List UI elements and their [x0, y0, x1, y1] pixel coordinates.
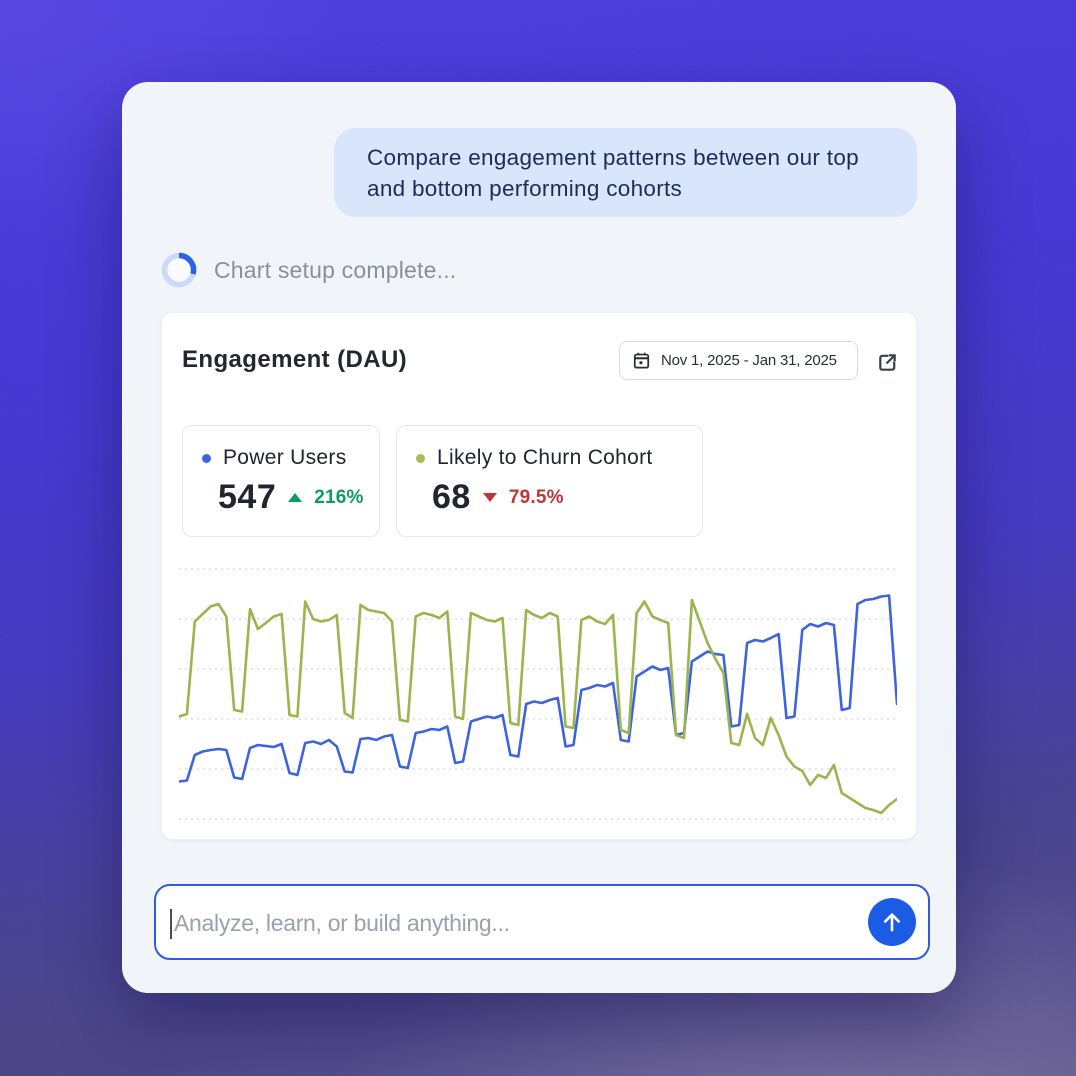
- user-message-bubble: Compare engagement patterns between our …: [334, 128, 917, 217]
- loading-spinner-icon: [161, 252, 197, 288]
- status-text: Chart setup complete...: [214, 256, 457, 283]
- stat-value: 68: [432, 478, 471, 516]
- date-range-label: Nov 1, 2025 - Jan 31, 2025: [661, 352, 837, 369]
- engagement-line-chart[interactable]: [179, 561, 897, 827]
- stat-card-churn-cohort[interactable]: Likely to Churn Cohort 68 79.5%: [396, 425, 703, 537]
- message-composer: [154, 884, 930, 960]
- send-button[interactable]: [868, 898, 916, 946]
- calendar-icon: [633, 352, 650, 369]
- trend-up-icon: [288, 493, 303, 502]
- stat-cards-row: Power Users 547 216% Likely to Churn Coh…: [182, 425, 703, 537]
- trend-down-icon: [482, 493, 497, 502]
- stat-label: Power Users: [223, 446, 347, 469]
- stat-label: Likely to Churn Cohort: [437, 446, 653, 469]
- assistant-panel: Compare engagement patterns between our …: [122, 82, 956, 993]
- arrow-up-icon: [883, 913, 901, 932]
- status-row: Chart setup complete...: [160, 252, 456, 288]
- date-range-picker[interactable]: Nov 1, 2025 - Jan 31, 2025: [619, 341, 858, 380]
- stat-value: 547: [218, 478, 277, 516]
- user-message-text: Compare engagement patterns between our …: [367, 145, 859, 201]
- chart-card: Engagement (DAU) Nov 1, 2025 - Jan 31, 2…: [161, 312, 917, 840]
- stat-card-power-users[interactable]: Power Users 547 216%: [182, 425, 380, 537]
- churn-cohort-dot-icon: [416, 453, 425, 463]
- chart-title: Engagement (DAU): [182, 346, 408, 373]
- power-users-dot-icon: [202, 453, 211, 463]
- external-link-icon: [878, 353, 896, 371]
- chat-input[interactable]: [172, 886, 836, 960]
- stat-delta: 79.5%: [508, 486, 564, 508]
- stat-delta: 216%: [314, 486, 364, 508]
- open-in-new-button[interactable]: [874, 349, 900, 375]
